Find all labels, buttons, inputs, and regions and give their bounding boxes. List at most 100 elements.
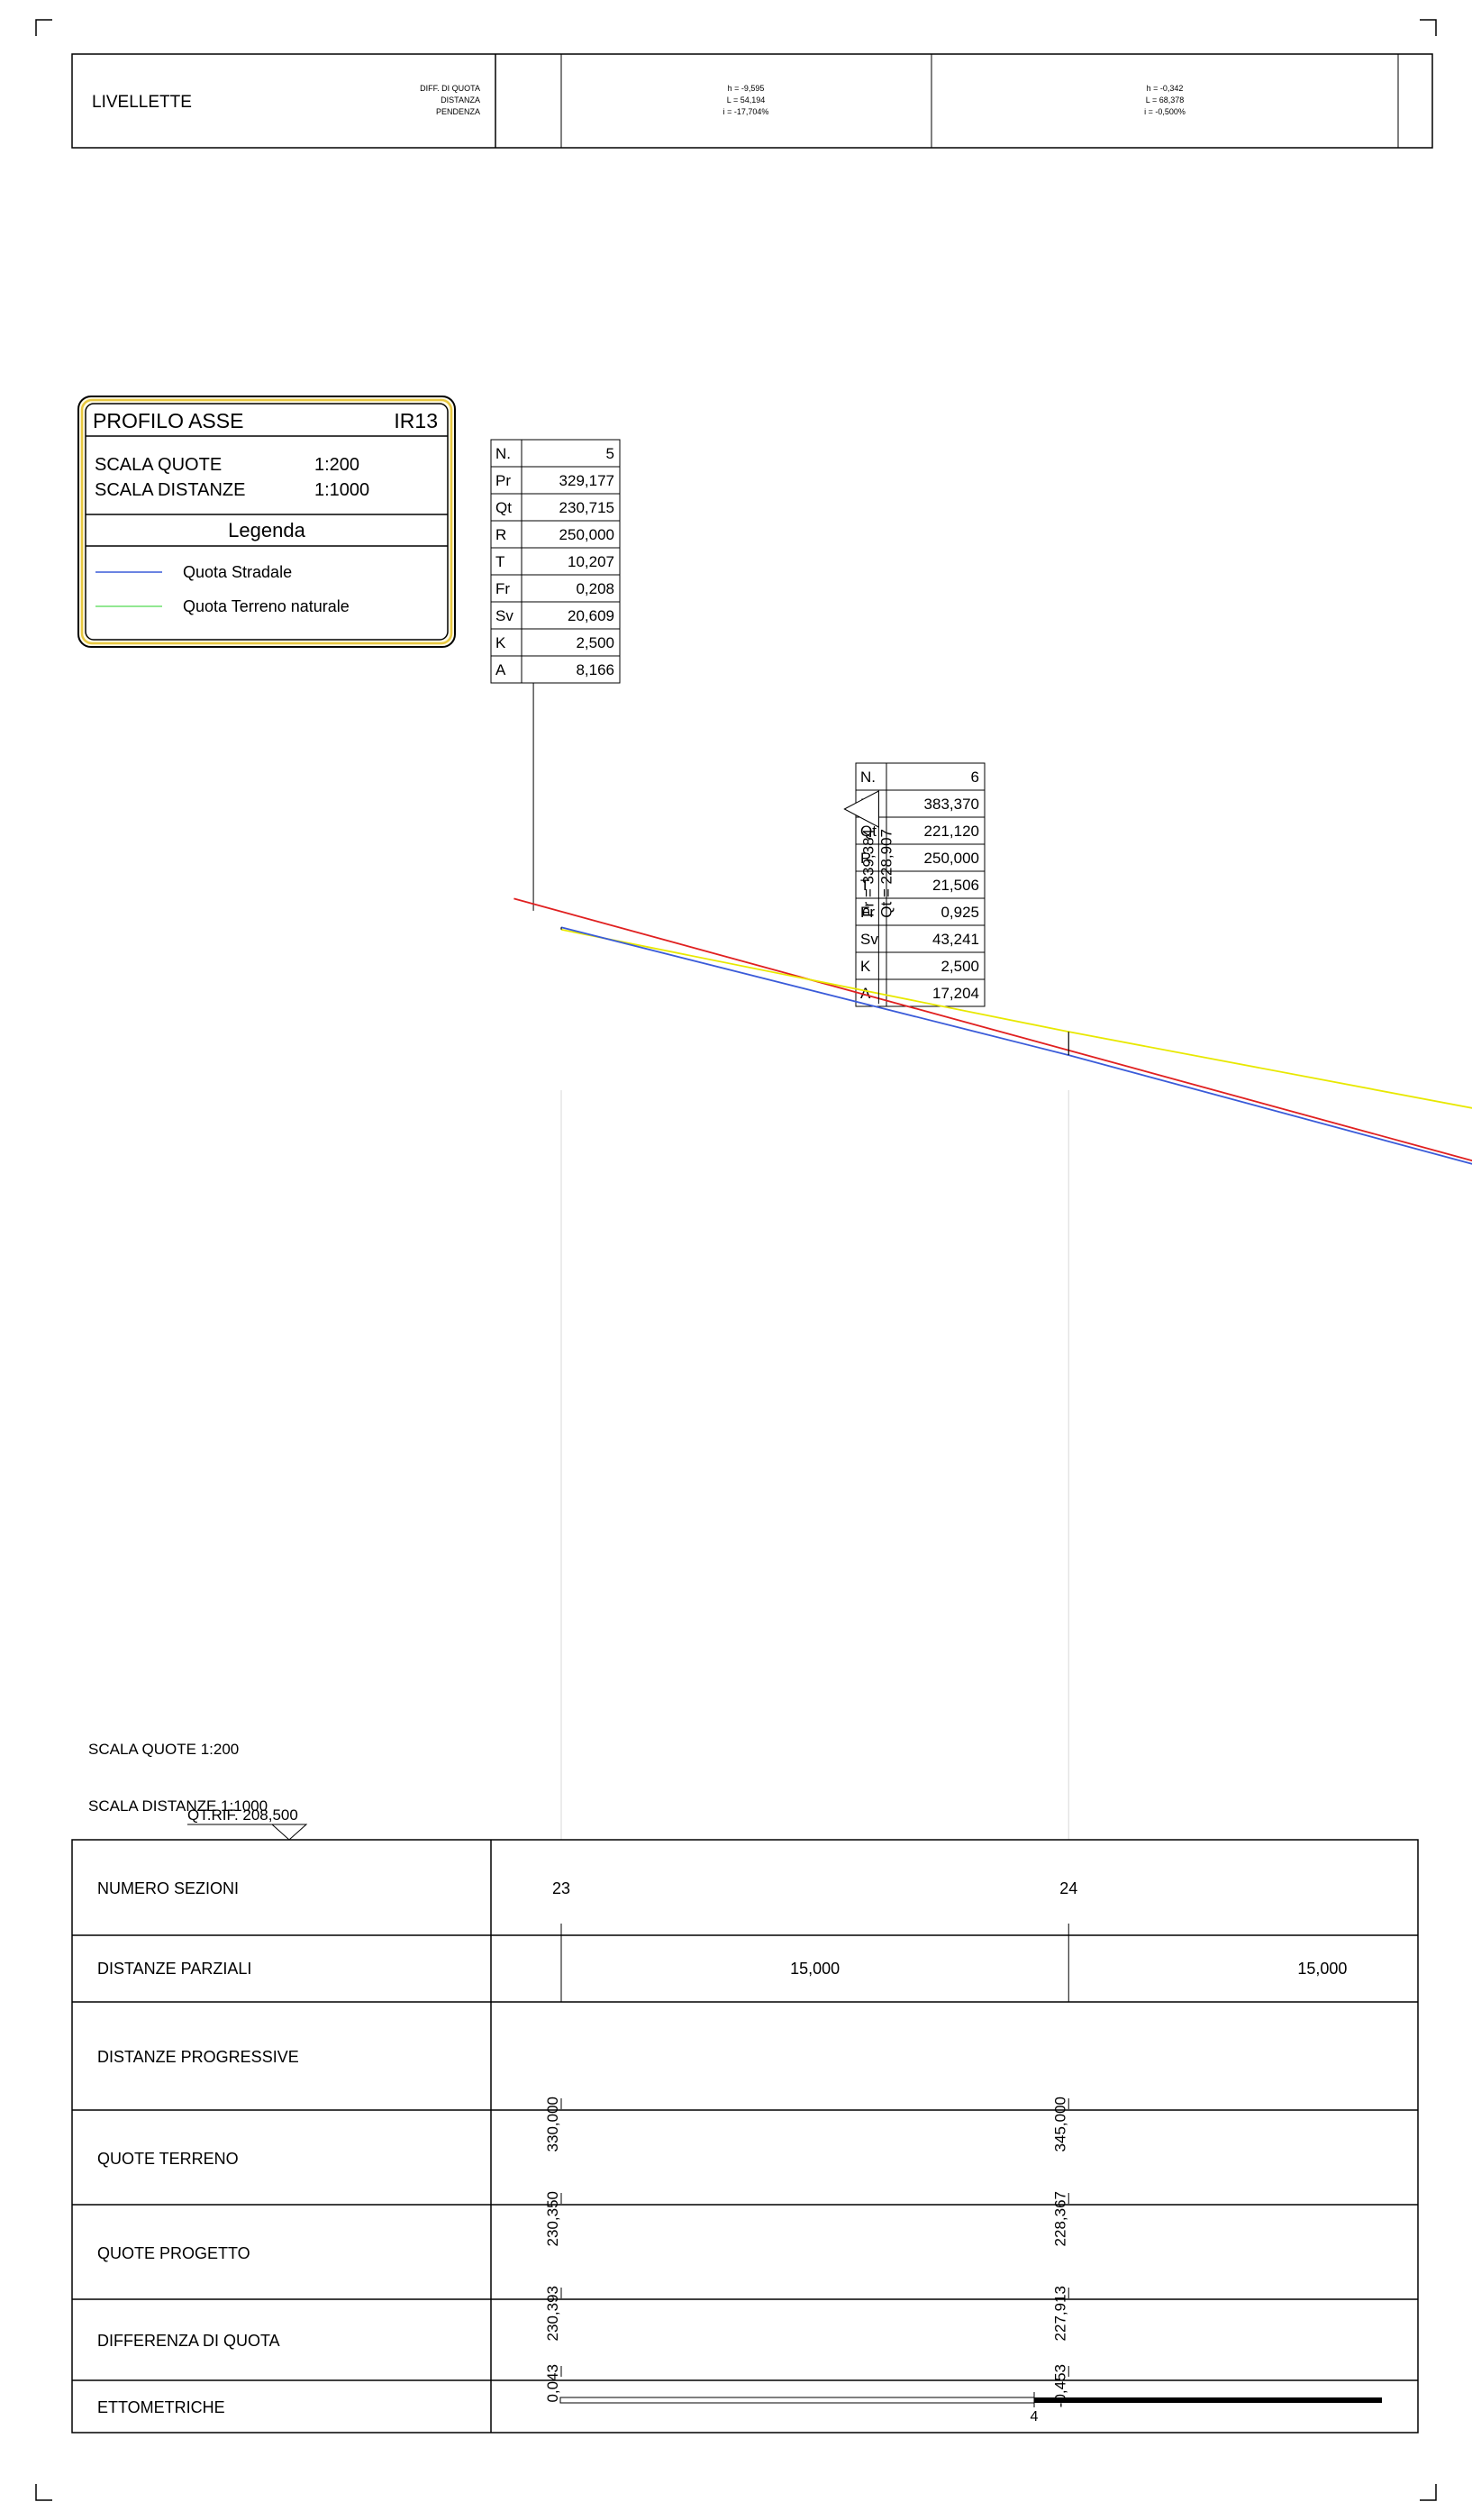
vc-value-cell	[521, 574, 621, 603]
reference-marker: QT.RIF. 208,500	[187, 1806, 308, 1841]
vc-key-cell	[490, 601, 522, 630]
vc-value: 0,925	[940, 904, 979, 921]
vc-value-cell	[886, 816, 986, 845]
segment-2-i: i = -0,500%	[1144, 107, 1186, 116]
vc-value-cell	[886, 789, 986, 818]
livellette-label-dist: DISTANZA	[441, 96, 480, 105]
segment-1-h: h = -9,595	[728, 84, 765, 93]
section-number: 23	[552, 1879, 570, 1897]
legend-road-label: Quota Stradale	[183, 563, 292, 581]
progressive-distance: 330,000	[544, 2097, 561, 2152]
vc-value: 383,370	[924, 796, 979, 813]
vc-key-cell	[490, 547, 522, 576]
vc-value: 250,000	[924, 850, 979, 867]
vc-value: 6	[971, 769, 979, 786]
vc-key: K	[495, 634, 506, 651]
vc-key: T	[495, 553, 504, 570]
livellette-label-pend: PENDENZA	[436, 107, 480, 116]
vc-key-cell	[490, 493, 522, 522]
livellette-table: LIVELLETTE DIFF. DI QUOTA DISTANZA PENDE…	[71, 53, 1433, 149]
vertical-curve-table-2: N.6Pr383,370Qt221,120R250,000T21,506Fr0,…	[855, 762, 986, 1007]
vc-key: K	[860, 958, 871, 975]
row-label-differenza: DIFFERENZA DI QUOTA	[97, 2332, 280, 2350]
vc-value: 5	[606, 445, 614, 462]
vc-value: 20,609	[568, 607, 614, 624]
legend-box: PROFILO ASSE IR13 SCALA QUOTE 1:200 SCAL…	[77, 396, 456, 648]
partial-distance: 15,000	[1297, 1960, 1347, 1978]
design-elevation: 230,393	[544, 2286, 561, 2341]
row-label-ettometriche: ETTOMETRICHE	[97, 2398, 225, 2416]
legend-scale-dist-value: 1:1000	[314, 480, 369, 500]
vc-value: 2,500	[940, 958, 979, 975]
vc-key: R	[860, 850, 871, 867]
scale-note-line-1: SCALA QUOTE 1:200	[88, 1741, 240, 1758]
table-cells: 2324252627IP-13293031A-13FP-1315,00015,0…	[544, 1879, 1347, 2407]
vertical-curve-table-1: N. 5 Pr 329,177 Qt 230,715 R 250,000 T 10,207 Fr 0,…	[490, 439, 621, 911]
legend-scale-quote-value: 1:200	[314, 455, 359, 475]
vc-key: Qt	[495, 499, 512, 516]
vc-key: N.	[860, 769, 876, 786]
legend-code: IR13	[394, 409, 438, 432]
vc-value: 250,000	[559, 526, 614, 543]
marker-pr: Pr = 339,384	[859, 829, 877, 917]
vc-key: Sv	[860, 931, 878, 948]
hectometric-label: 4	[1031, 2409, 1039, 2424]
marker-triangle	[843, 790, 879, 828]
elevation-difference: 0,043	[544, 2364, 561, 2403]
section-data-table: NUMERO SEZIONI DISTANZE PARZIALI DISTANZ…	[71, 1839, 1419, 2434]
partial-distance: 15,000	[790, 1960, 840, 1978]
vc-key-cell	[490, 520, 522, 549]
vc-value: 221,120	[924, 823, 979, 840]
section-number: 24	[1059, 1879, 1077, 1897]
terrain-line	[560, 928, 1472, 1109]
design-elevation: 227,913	[1051, 2286, 1068, 2341]
vc-value-cell	[886, 924, 986, 953]
vc-key: Sv	[495, 607, 513, 624]
scale-note-line-2: SCALA DISTANZE 1:1000	[88, 1797, 268, 1815]
vc-value-cell	[886, 843, 986, 872]
vc-value-cell	[886, 870, 986, 899]
segment-2-l: L = 68,378	[1146, 96, 1184, 105]
vc-value-cell	[521, 466, 621, 495]
segment-2-h: h = -0,342	[1147, 84, 1184, 93]
segment-1-l: L = 54,194	[727, 96, 765, 105]
segment-1-i: i = -17,704%	[723, 107, 769, 116]
vc-value: 43,241	[932, 931, 979, 948]
vc-key: Qt	[860, 823, 877, 840]
vc-value: 230,715	[559, 499, 614, 516]
vc-value-cell	[521, 655, 621, 684]
vc-value-cell	[886, 978, 986, 1007]
crop-marks	[35, 19, 1437, 2501]
vc-value: 17,204	[932, 985, 979, 1002]
hectometric-bar-white	[559, 2397, 1035, 2404]
vc-key: Fr	[495, 580, 510, 597]
road-line	[560, 926, 1472, 1165]
row-label-parziali: DISTANZE PARZIALI	[97, 1960, 251, 1978]
vc-key: Pr	[495, 472, 511, 489]
grade-line	[513, 897, 1472, 1162]
vc-key: T	[860, 877, 869, 894]
row-label-terreno: QUOTE TERRENO	[97, 2150, 239, 2168]
vc-value-cell	[521, 628, 621, 657]
hectometric-bar-black	[1034, 2397, 1382, 2403]
row-label-progetto: QUOTE PROGETTO	[97, 2244, 250, 2262]
vc-value: 329,177	[559, 472, 614, 489]
vc-key: Fr	[860, 904, 875, 921]
marker-1: Pr = 339,384 Qt = 228,907	[843, 790, 895, 1005]
vc-value: 21,506	[932, 877, 979, 894]
profile-plot	[513, 897, 1472, 1840]
reference-label: QT.RIF. 208,500	[187, 1806, 298, 1824]
livellette-title: LIVELLETTE	[92, 93, 192, 112]
terrain-elevation: 228,367	[1051, 2191, 1068, 2246]
vc-value: 10,207	[568, 553, 614, 570]
marker-qt: Qt = 228,907	[877, 829, 895, 918]
vc-key: A	[860, 985, 871, 1002]
legend-heading: Legenda	[228, 519, 305, 541]
vc-value-cell	[521, 601, 621, 630]
vc-key: A	[495, 661, 506, 678]
vc-key-cell	[490, 628, 522, 657]
vc-value: 0,208	[576, 580, 614, 597]
vc-key: N.	[495, 445, 511, 462]
